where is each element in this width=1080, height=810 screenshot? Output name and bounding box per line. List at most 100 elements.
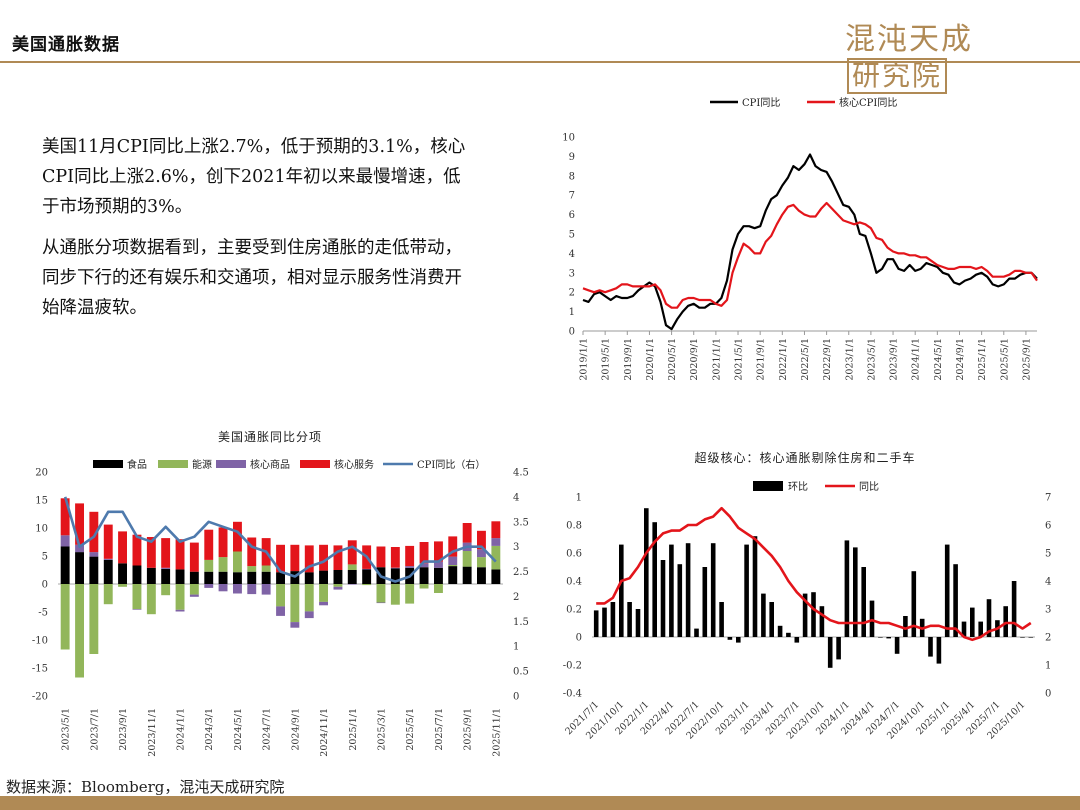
energy-bar [304, 584, 314, 612]
core-goods-bar [304, 611, 314, 619]
x-tick-label: 2024/1/1 [911, 338, 922, 381]
mom-bar [961, 621, 967, 637]
mom-bar [869, 600, 875, 637]
food-bar [146, 567, 156, 584]
mom-bar [1028, 637, 1034, 638]
core-services-bar [462, 523, 472, 543]
y-left-tick-label: -5 [38, 608, 48, 619]
mom-bar [944, 544, 950, 637]
y-left-tick-label: 10 [35, 524, 48, 535]
mom-bar [786, 632, 791, 637]
y-right-tick-label: 5 [1045, 549, 1051, 560]
core-goods-bar [103, 558, 113, 560]
x-tick-label: 2023/5/1 [866, 338, 877, 381]
food-bar [477, 567, 486, 584]
mom-bar [844, 540, 850, 637]
energy-bar [362, 584, 372, 586]
core-goods-bar [233, 584, 242, 594]
legend-label: 能源 [192, 458, 212, 471]
food-bar [233, 572, 242, 584]
legend-label: 环比 [788, 481, 808, 493]
core-goods-bar [491, 538, 501, 546]
food-bar [204, 571, 214, 584]
energy-bar [477, 557, 486, 568]
food-bar [132, 565, 142, 584]
brand-name-part2: 研究院 [847, 58, 948, 94]
y-left-tick-label: 0.2 [566, 605, 582, 616]
legend-label: 核心服务 [334, 458, 374, 471]
mom-bar [886, 637, 891, 639]
y-tick-label: 7 [569, 191, 575, 202]
food-bar [462, 566, 472, 584]
y-right-tick-label: 0 [513, 692, 519, 703]
legend-label: CPI同比 [742, 97, 780, 109]
energy-bar [319, 584, 328, 602]
food-bar [419, 567, 429, 584]
y-right-tick-label: 1.5 [513, 617, 529, 628]
food-bar [89, 556, 99, 584]
x-tick-label: 2024/5/1 [933, 338, 944, 381]
chart-title: 美国通胀同比分项 [218, 430, 322, 444]
core-services-bar [376, 546, 386, 568]
legend-label: 核心商品 [250, 458, 290, 471]
mom-bar [669, 544, 674, 637]
x-tick-label: 2023/9/1 [889, 338, 900, 381]
y-right-tick-label: 2 [513, 592, 519, 603]
y-right-tick-label: 3 [513, 542, 519, 553]
energy-bar [75, 584, 84, 678]
mom-bar [836, 637, 841, 660]
energy-bar [60, 584, 70, 650]
food-bar [247, 571, 257, 584]
core-services-bar [290, 544, 300, 572]
footer-bar [0, 796, 1080, 810]
energy-bar [276, 584, 285, 607]
energy-bar [261, 565, 271, 572]
y-left-tick-label: 20 [35, 468, 48, 479]
legend-label: 食品 [127, 458, 147, 471]
core-goods-bar [419, 563, 429, 568]
x-tick-label: 2022/9/1 [822, 338, 833, 381]
food-bar [75, 552, 84, 584]
mom-bar [953, 564, 958, 637]
food-bar [161, 568, 171, 584]
mom-bar [794, 637, 800, 643]
x-tick-label: 2023/5/1 [61, 708, 72, 751]
core-goods-bar [448, 556, 458, 565]
x-tick-label: 2020/9/1 [689, 338, 700, 381]
y-tick-label: 10 [562, 133, 575, 144]
x-tick-label: 2019/5/1 [601, 338, 612, 381]
core-services-bar [390, 547, 400, 568]
energy-bar [347, 564, 357, 570]
core-services-bar [247, 537, 257, 567]
energy-bar [89, 584, 99, 654]
core-services-bar [175, 539, 185, 570]
series-line-cpi [582, 153, 1038, 331]
core-services-bar [89, 511, 99, 553]
mom-bar [819, 606, 825, 637]
core-services-bar [132, 534, 142, 566]
x-tick-label: 2024/9/1 [290, 708, 301, 751]
energy-bar [290, 584, 300, 623]
y-right-tick-label: 2.5 [513, 567, 529, 578]
mom-bar [619, 544, 624, 637]
core-goods-bar [247, 584, 257, 595]
x-tick-label: 2025/1/1 [348, 708, 359, 751]
y-right-tick-label: 7 [1045, 493, 1051, 504]
mom-bar [736, 637, 741, 643]
mom-bar [610, 602, 616, 637]
x-tick-label: 2023/9/1 [118, 708, 129, 751]
food-bar [218, 571, 228, 584]
mom-bar [970, 607, 975, 637]
mom-bar [719, 602, 724, 637]
x-tick-label: 2020/1/1 [645, 338, 656, 381]
core-services-bar [347, 540, 357, 565]
y-tick-label: 8 [569, 171, 575, 182]
mom-bar [911, 571, 917, 637]
core-services-bar [233, 521, 242, 552]
y-tick-label: 6 [569, 210, 575, 221]
energy-bar [204, 559, 214, 572]
mom-bar [685, 543, 691, 637]
mom-bar [727, 637, 733, 640]
y-left-tick-label: 0.4 [566, 577, 582, 588]
core-goods-bar [189, 594, 199, 597]
